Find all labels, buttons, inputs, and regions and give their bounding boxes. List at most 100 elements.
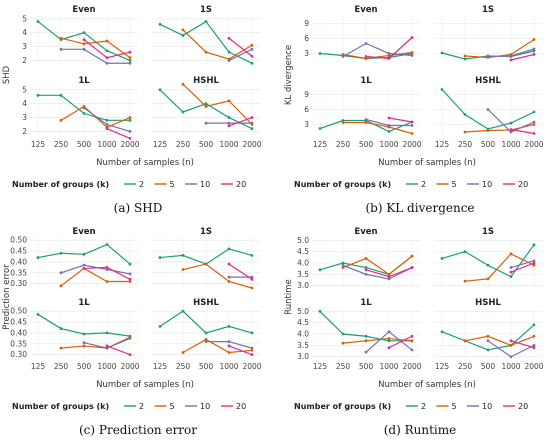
legend: Number of groups (k) 2 5 10 20	[12, 402, 246, 411]
legend-label-k20: 20	[236, 402, 246, 411]
data-point-k10	[486, 55, 490, 58]
panel-title: HSHL	[475, 298, 501, 308]
data-point-k20	[410, 120, 414, 124]
data-point-k10	[410, 348, 414, 352]
data-point-k5	[509, 252, 513, 256]
panel-even: Even 2 3 4 5	[22, 5, 138, 66]
data-point-k2	[227, 50, 231, 54]
y-tick-label: 6	[304, 34, 309, 43]
data-point-k5	[181, 268, 185, 271]
data-point-k20	[364, 55, 368, 58]
y-tick-label: 4.0	[297, 330, 309, 339]
data-point-k5	[128, 56, 132, 60]
data-point-k5	[128, 280, 132, 283]
x-tick-label: 2000	[402, 362, 421, 371]
legend-title: Number of groups (k)	[12, 402, 109, 411]
data-point-k2	[181, 309, 185, 313]
panel-1s: 1S	[152, 227, 260, 290]
panel-1s: 1S	[152, 5, 260, 66]
y-tick-label: 0.30	[10, 350, 27, 359]
panel-hshl: HSHL 125 250 500 1000 2000	[434, 76, 544, 149]
panel-hshl: HSHL 125 250 500 1000 2000	[152, 298, 262, 371]
panel-hshl: HSHL 125 250 500 1000 2000	[152, 76, 262, 149]
y-tick-label: 3	[304, 120, 309, 129]
x-tick-label: 500	[77, 362, 92, 371]
x-axis-label: Number of samples (n)	[96, 380, 194, 390]
data-point-k10	[532, 343, 536, 347]
data-point-k5	[341, 341, 345, 345]
y-tick-label: 5	[22, 14, 27, 23]
data-point-k2	[36, 256, 40, 259]
y-tick-label: 0.40	[10, 328, 27, 337]
data-point-k2	[341, 332, 345, 336]
data-point-k5	[82, 344, 86, 348]
data-point-k20	[227, 124, 231, 128]
data-point-k10	[227, 275, 231, 279]
x-tick-label: 2000	[120, 140, 139, 149]
data-point-k10	[82, 106, 86, 110]
panel-title: 1L	[78, 76, 90, 86]
y-tick-label: 3.5	[297, 341, 309, 350]
panel-1l: 1L 0.30 0.35 0.400.45 0.50 125 250 500 1000 2000	[10, 298, 139, 371]
series-line-k5	[182, 29, 253, 60]
x-tick-label: 250	[336, 140, 351, 149]
series-line-k5	[342, 255, 413, 276]
series-line-k10	[342, 42, 413, 58]
data-point-k10	[59, 271, 63, 275]
x-axis-label: Number of samples (n)	[378, 158, 476, 168]
data-point-k2	[532, 49, 536, 53]
data-point-k10	[341, 55, 345, 58]
series-line-k5	[342, 337, 413, 344]
y-axis-label: KL divergence	[284, 45, 294, 105]
legend: Number of groups (k) 2 5 10 20	[12, 180, 246, 189]
chart-2: Prediction errorEven0.300.350.400.450.50…	[2, 227, 262, 437]
data-point-k2	[250, 253, 254, 257]
series-line-k20	[228, 263, 253, 280]
panel-title: 1L	[78, 298, 90, 308]
figure-caption: (a) SHD	[114, 201, 163, 215]
legend-label-k10: 10	[482, 180, 492, 189]
data-point-k5	[59, 346, 63, 350]
data-point-k5	[532, 334, 536, 338]
x-tick-label: 1000	[219, 140, 238, 149]
data-point-k20	[82, 38, 86, 42]
x-tick-label: 1000	[501, 362, 520, 371]
x-tick-label: 125	[31, 362, 46, 371]
data-point-k5	[410, 339, 414, 343]
x-tick-label: 2000	[120, 362, 139, 371]
x-tick-label: 250	[54, 362, 69, 371]
data-point-k10	[250, 47, 254, 51]
y-axis-label: Prediction error	[2, 264, 12, 330]
x-tick-label: 1000	[501, 140, 520, 149]
y-tick-label: 9	[304, 19, 309, 28]
data-point-k20	[509, 339, 513, 343]
data-point-k10	[227, 340, 231, 344]
y-tick-label: 3	[22, 42, 27, 51]
x-tick-label: 500	[359, 362, 374, 371]
data-point-k10	[250, 346, 254, 350]
panel-title: HSHL	[475, 76, 501, 86]
data-point-k20	[532, 346, 536, 350]
data-point-k5	[532, 38, 536, 41]
data-point-k2	[318, 52, 322, 55]
data-point-k5	[181, 28, 185, 32]
y-tick-label: 0.45	[10, 247, 27, 256]
data-point-k20	[227, 262, 231, 266]
data-point-k5	[463, 130, 467, 134]
data-point-k2	[105, 243, 109, 246]
data-point-k2	[341, 119, 345, 122]
y-tick-label: 3.0	[297, 352, 309, 361]
data-point-k2	[82, 252, 86, 256]
legend-label-k5: 5	[170, 402, 175, 411]
x-tick-label: 125	[313, 362, 328, 371]
panel-1l: 1L 2 3 4 5 125 250 500 1000 2000	[22, 76, 140, 149]
data-point-k20	[128, 136, 132, 140]
series-line-k5	[182, 83, 253, 125]
panel-title: 1L	[360, 76, 372, 86]
series-line-k20	[388, 117, 413, 123]
series-line-k20	[106, 128, 131, 139]
data-point-k10	[532, 259, 536, 263]
series-line-k20	[228, 37, 253, 57]
data-point-k10	[341, 263, 345, 267]
data-point-k20	[128, 353, 132, 357]
